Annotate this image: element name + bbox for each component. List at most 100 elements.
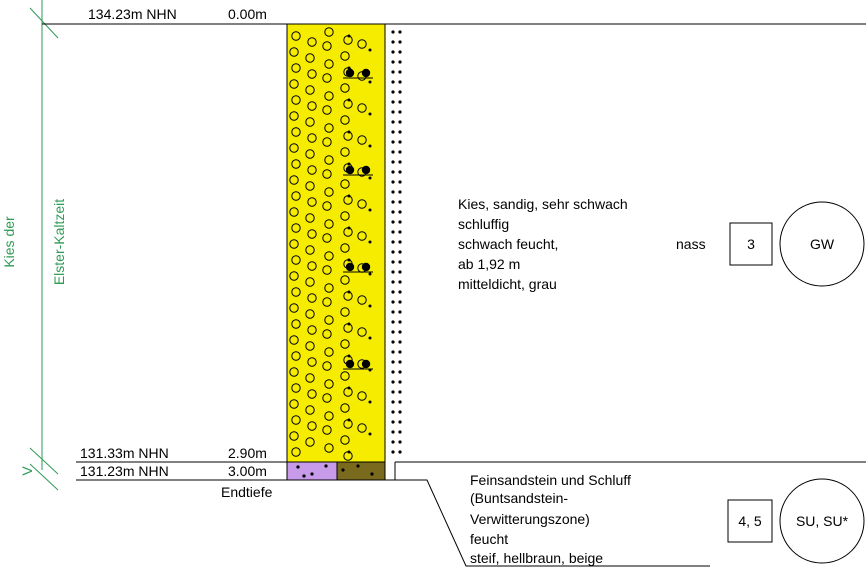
gravel-grain-circle xyxy=(324,219,334,229)
gravel-grain-circle xyxy=(289,47,299,57)
gravel-grain-circle xyxy=(305,245,315,255)
gravel-grain-circle xyxy=(340,435,350,445)
moisture-dot xyxy=(391,420,395,424)
sand-dot xyxy=(347,130,351,134)
gravel-grain-circle xyxy=(340,83,350,93)
gravel-grain-circle xyxy=(289,207,299,217)
gravel-grain-circle xyxy=(324,187,334,197)
moisture-dot xyxy=(398,370,402,374)
gravel-grain-circle xyxy=(324,59,334,69)
moisture-dot xyxy=(398,310,402,314)
sandstone-description-line5: steif, hellbraun, beige xyxy=(470,550,603,566)
sandstone-soil-group-circle xyxy=(779,478,865,564)
moisture-dot xyxy=(391,260,395,264)
gravel-grain-circle xyxy=(340,115,350,125)
coarse-grain-dot xyxy=(361,165,371,175)
stratigraphy-unit-line2: Elster-Kaltzeit xyxy=(51,199,67,285)
gravel-grain-circle xyxy=(291,95,301,105)
sand-dot xyxy=(347,98,351,102)
moisture-dot xyxy=(398,390,402,394)
gravel-grain-circle xyxy=(322,41,332,51)
moisture-dot xyxy=(391,270,395,274)
bottom-elevation-label: 131.23m NHN xyxy=(80,463,169,479)
gravel-grain-circle xyxy=(324,443,334,453)
gravel-grain-circle xyxy=(307,325,317,335)
sand-dot xyxy=(368,304,372,308)
moisture-dot xyxy=(391,220,395,224)
gravel-grain-circle xyxy=(289,399,299,409)
gravel-grain-circle xyxy=(305,181,315,191)
borehole-column xyxy=(286,23,402,481)
top-elevation-label: 134.23m NHN xyxy=(88,6,177,22)
gravel-grain-circle xyxy=(291,319,301,329)
gravel-water-note: nass xyxy=(676,236,706,252)
gravel-grain-circle xyxy=(322,169,332,179)
sand-dot xyxy=(347,258,351,262)
sandstone-soil-group: SU, SU* xyxy=(796,513,849,529)
gravel-grain-circle xyxy=(340,243,350,253)
moisture-dot xyxy=(391,50,395,54)
moisture-dot xyxy=(391,300,395,304)
gravel-grain-circle xyxy=(291,191,301,201)
moisture-dot xyxy=(391,320,395,324)
gravel-soil-group-circle xyxy=(779,201,865,287)
moisture-dot xyxy=(398,250,402,254)
gravel-layer-description: Kies, sandig, sehr schwach schluffig sch… xyxy=(458,196,865,292)
gravel-grain-circle xyxy=(289,143,299,153)
gravel-symbol-pattern xyxy=(289,27,373,461)
moisture-dot xyxy=(391,60,395,64)
coarse-grain-dot xyxy=(345,68,355,78)
gravel-grain-circle xyxy=(307,261,317,271)
gravel-grain-circle xyxy=(307,69,317,79)
gravel-grain-circle xyxy=(289,175,299,185)
moisture-dot xyxy=(398,260,402,264)
moisture-dot xyxy=(391,70,395,74)
gravel-grain-circle xyxy=(324,91,334,101)
moisture-dot xyxy=(398,330,402,334)
moisture-dot xyxy=(391,390,395,394)
sandstone-layer xyxy=(286,461,338,481)
moisture-dot xyxy=(391,330,395,334)
gravel-grain-circle xyxy=(340,275,350,285)
moisture-dot xyxy=(391,210,395,214)
moisture-dot xyxy=(398,320,402,324)
gravel-description-line1: Kies, sandig, sehr schwach xyxy=(458,196,628,212)
gravel-grain-circle xyxy=(322,137,332,147)
gravel-grain-circle xyxy=(357,423,367,433)
moisture-dot xyxy=(398,340,402,344)
gravel-grain-circle xyxy=(324,123,334,133)
gravel-grain-circle xyxy=(322,73,332,83)
moisture-dot xyxy=(398,380,402,384)
gravel-grain-circle xyxy=(322,361,332,371)
sand-dot xyxy=(368,48,372,52)
boundary-depth-label: 2.90m xyxy=(228,445,267,461)
stratigraphy-unit-line1: Kies der xyxy=(1,216,17,268)
moisture-dot xyxy=(391,120,395,124)
gravel-grain-circle xyxy=(340,51,350,61)
gravel-grain-circle xyxy=(307,293,317,303)
boundary-elevation-label: 131.33m NHN xyxy=(80,445,169,461)
sand-dot xyxy=(347,354,351,358)
moisture-dot xyxy=(391,140,395,144)
sand-dot xyxy=(368,336,372,340)
gravel-grain-circle xyxy=(291,447,301,457)
gravel-grain-circle xyxy=(291,159,301,169)
gravel-grain-circle xyxy=(289,303,299,313)
gravel-grain-circle xyxy=(322,265,332,275)
gravel-grain-circle xyxy=(357,103,367,113)
gravel-grain-circle xyxy=(291,287,301,297)
coarse-grain-dot xyxy=(361,359,371,369)
sandstone-dot xyxy=(296,465,300,469)
moisture-dot xyxy=(398,30,402,34)
coarse-grain-dot xyxy=(345,262,355,272)
sand-dot xyxy=(368,176,372,180)
gravel-soil-group: GW xyxy=(810,236,835,252)
gravel-grain-circle xyxy=(305,309,315,319)
gravel-grain-circle xyxy=(357,199,367,209)
stratigraphy-tick-middle xyxy=(29,447,59,475)
moisture-dot xyxy=(398,360,402,364)
gravel-grain-circle xyxy=(305,53,315,63)
gravel-grain-circle xyxy=(291,351,301,361)
moisture-dot xyxy=(398,160,402,164)
